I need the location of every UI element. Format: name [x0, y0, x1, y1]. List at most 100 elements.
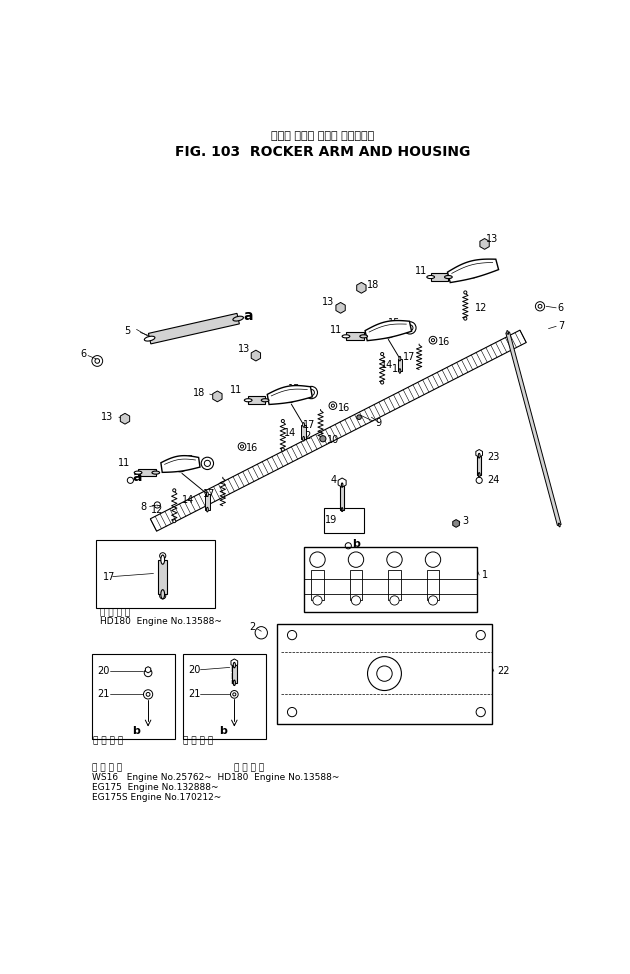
Text: HD180  Engine No.13588~: HD180 Engine No.13588~	[100, 618, 222, 626]
Circle shape	[476, 477, 483, 483]
Circle shape	[95, 358, 100, 363]
Ellipse shape	[399, 356, 401, 361]
Text: 13: 13	[101, 412, 113, 422]
Text: a: a	[133, 470, 142, 484]
Circle shape	[286, 392, 294, 399]
Polygon shape	[232, 665, 237, 683]
Text: 20: 20	[97, 666, 110, 676]
Ellipse shape	[478, 453, 480, 458]
Text: 5: 5	[124, 326, 130, 336]
Circle shape	[146, 693, 150, 696]
Text: 16: 16	[338, 403, 350, 413]
Text: 適 用 号 機: 適 用 号 機	[183, 736, 213, 745]
Ellipse shape	[233, 662, 236, 668]
Polygon shape	[506, 332, 561, 526]
Text: 17: 17	[103, 573, 116, 582]
Polygon shape	[251, 351, 261, 361]
Text: 18: 18	[193, 388, 205, 397]
Circle shape	[173, 489, 176, 492]
Text: 20: 20	[188, 664, 200, 675]
Text: a: a	[244, 309, 253, 322]
Text: 15: 15	[387, 318, 400, 328]
Text: 2: 2	[249, 622, 256, 632]
Polygon shape	[231, 659, 238, 666]
Circle shape	[348, 552, 364, 567]
Circle shape	[281, 448, 284, 451]
Circle shape	[381, 324, 395, 338]
Polygon shape	[301, 425, 306, 438]
Polygon shape	[213, 391, 222, 402]
Circle shape	[320, 435, 326, 442]
Circle shape	[352, 596, 360, 605]
Text: FIG. 103  ROCKER ARM AND HOUSING: FIG. 103 ROCKER ARM AND HOUSING	[175, 144, 471, 159]
Text: 8: 8	[140, 503, 147, 512]
Bar	[183, 655, 266, 739]
Text: 23: 23	[487, 452, 499, 463]
Circle shape	[287, 707, 297, 717]
Text: 9: 9	[375, 418, 381, 428]
Circle shape	[176, 461, 184, 468]
Text: 14: 14	[284, 428, 296, 437]
Text: WS16   Engine No.25762~  HD180  Engine No.13588~: WS16 Engine No.25762~ HD180 Engine No.13…	[92, 773, 339, 782]
Circle shape	[381, 353, 384, 356]
Text: 16: 16	[246, 443, 258, 453]
Circle shape	[407, 324, 413, 331]
Text: 21: 21	[188, 690, 200, 699]
Polygon shape	[357, 282, 366, 293]
Ellipse shape	[399, 369, 401, 373]
Text: 12: 12	[392, 364, 404, 374]
Polygon shape	[336, 303, 345, 314]
Polygon shape	[149, 314, 239, 344]
Text: 24: 24	[487, 475, 499, 485]
Text: 13: 13	[486, 234, 498, 244]
Circle shape	[464, 318, 467, 320]
Text: 4: 4	[331, 475, 336, 485]
Text: 17: 17	[203, 489, 215, 500]
Polygon shape	[477, 456, 481, 475]
Circle shape	[357, 415, 362, 420]
Text: 適 用 号 機: 適 用 号 機	[234, 763, 265, 772]
Text: 6: 6	[558, 303, 564, 313]
Ellipse shape	[342, 335, 350, 338]
Text: 13: 13	[322, 297, 335, 307]
Text: 10: 10	[327, 435, 339, 445]
Text: 17: 17	[403, 353, 415, 362]
Circle shape	[331, 404, 335, 407]
Ellipse shape	[507, 330, 508, 334]
Text: 11: 11	[330, 325, 342, 335]
Ellipse shape	[341, 507, 343, 511]
Circle shape	[329, 402, 336, 409]
Text: 22: 22	[498, 666, 510, 676]
Circle shape	[308, 390, 314, 395]
Bar	[277, 623, 492, 724]
Text: 3: 3	[462, 516, 468, 526]
Ellipse shape	[261, 398, 269, 402]
Ellipse shape	[233, 680, 236, 686]
Circle shape	[432, 339, 435, 342]
Ellipse shape	[144, 336, 155, 341]
Circle shape	[255, 626, 268, 639]
Circle shape	[173, 519, 176, 523]
Polygon shape	[346, 332, 364, 340]
Circle shape	[384, 327, 392, 335]
Bar	[388, 570, 401, 600]
Text: 11: 11	[230, 386, 242, 395]
Polygon shape	[398, 358, 402, 371]
Ellipse shape	[233, 317, 243, 321]
Circle shape	[154, 502, 161, 508]
Circle shape	[92, 356, 103, 366]
Circle shape	[469, 267, 477, 275]
Circle shape	[367, 656, 401, 691]
Text: 適 用 号 機: 適 用 号 機	[100, 608, 130, 618]
Circle shape	[144, 669, 152, 677]
Circle shape	[241, 445, 244, 448]
Circle shape	[173, 458, 187, 471]
Polygon shape	[248, 396, 265, 404]
Ellipse shape	[302, 436, 304, 441]
Text: 15: 15	[182, 455, 194, 465]
Circle shape	[538, 304, 542, 308]
Circle shape	[464, 291, 467, 294]
Circle shape	[377, 666, 392, 681]
Circle shape	[305, 387, 318, 398]
Text: 15: 15	[288, 384, 301, 393]
